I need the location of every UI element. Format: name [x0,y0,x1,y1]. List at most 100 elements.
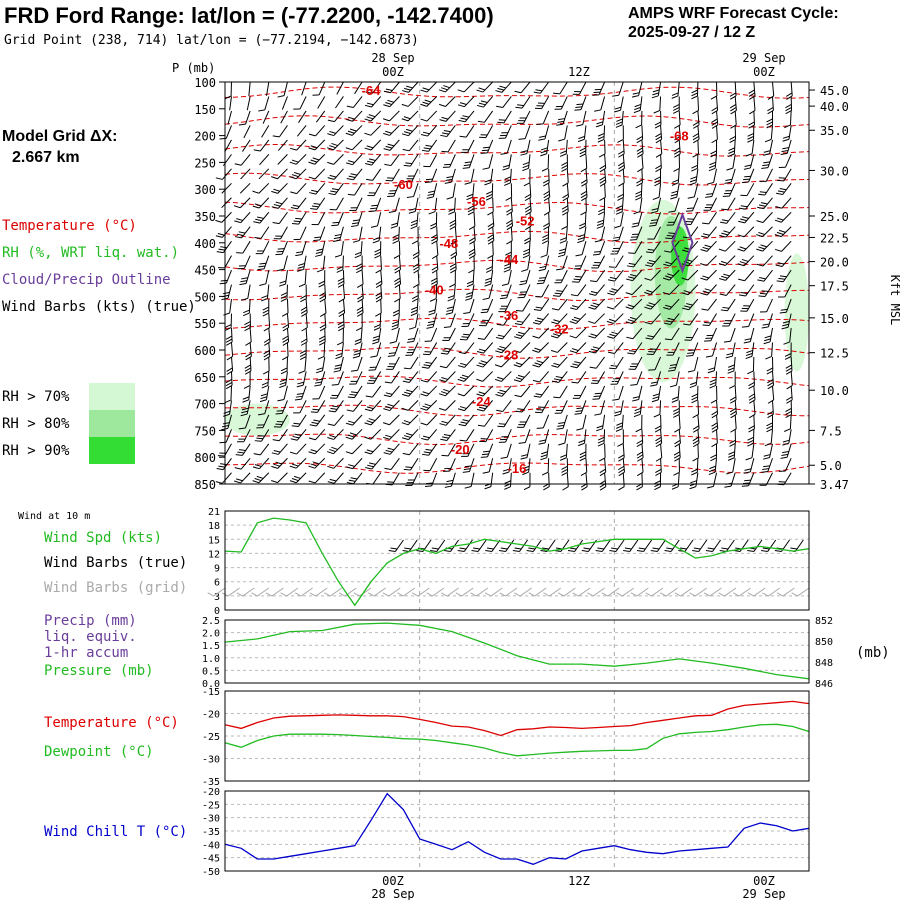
barb-feather [594,88,602,91]
barb-feather [592,94,600,96]
barb-feather [258,109,265,112]
barb-staff [782,269,792,283]
barb-feather [272,135,280,138]
barb-feather [442,132,449,135]
barb-staff [788,429,792,444]
precip-pressure-frame [224,619,810,684]
barb-feather [445,178,453,182]
barb-feather [332,221,340,224]
upper-wind-barb-354 [468,241,476,260]
barb-staff [505,429,512,443]
barb-feather [384,467,392,471]
upper-wind-barb-406 [279,270,288,287]
barb-staff [380,284,383,299]
upper-wind-barb-279 [215,211,232,223]
barb-staff [706,269,717,281]
barb-feather [718,248,726,252]
upper-wind-barb-84 [635,110,643,129]
barb-feather [606,320,614,324]
barb-staff [342,270,345,285]
barb-feather [459,338,467,341]
upper-wind-barb-669 [553,385,568,399]
barb-staff [452,183,456,198]
barb-feather [579,153,586,158]
barb-staff [354,183,363,196]
barb-feather [234,236,242,239]
barb-staff [581,241,587,255]
barb-feather [737,248,745,252]
barb-feather [748,393,755,398]
barb-feather [275,253,283,256]
barb-feather [709,164,716,169]
barb-staff [560,269,568,283]
temperature-label-10: -28 [499,347,518,362]
barb-staff [548,168,550,183]
upper-wind-barb-72 [401,110,419,122]
barb-feather [654,124,662,129]
upper-wind-barb-347 [334,241,344,258]
upper-wind-barb-596 [350,356,363,372]
barb-feather [391,324,399,328]
barb-feather [745,355,753,360]
upper-wind-barb-481 [516,298,531,312]
barb-staff [595,356,606,369]
barb-feather [514,90,522,94]
upper-wind-barb-590 [244,356,252,375]
barb-feather [518,424,526,426]
barb-feather [667,221,675,223]
barb-feather [607,351,615,354]
upper-wind-barb-545 [550,327,568,339]
barb-feather [353,592,360,597]
upper-wind-barb-273 [685,197,699,212]
barb-staff [436,539,446,552]
barb-staff [613,313,624,324]
upper-wind-barb-319 [392,226,400,244]
barb-staff [473,212,476,227]
barb-feather [614,106,622,110]
barb-feather [500,294,508,297]
barb-staff [265,270,270,284]
barb-feather [293,422,301,425]
barb-feather [253,453,261,456]
barb-staff [751,342,755,357]
upper-wind-barb-8 [365,81,382,94]
upper-wind-barb-40 [383,96,400,108]
barb-feather [446,479,454,483]
upper-wind-barb-154 [780,139,792,156]
barb-feather [721,547,729,550]
barb-feather [500,438,507,441]
barb-feather [597,442,605,447]
barb-staff [334,400,344,413]
barb-feather [407,340,414,343]
barb-feather [730,107,737,112]
upper-wind-barb-403 [219,269,232,285]
barb-staff [695,168,699,183]
barb-feather [763,454,771,457]
upper-wind-barb-656 [312,385,326,400]
barb-staff [725,269,736,281]
barb-feather [592,346,600,349]
upper-wind-barb-313 [273,226,288,240]
barb-staff [539,81,550,94]
barb-staff [789,414,792,429]
barb-staff [414,197,419,212]
barb-feather [238,427,246,430]
barb-feather [551,308,559,311]
barb-feather [478,391,486,395]
barb-feather [392,312,400,317]
upper-wind-barb-562 [299,342,307,360]
barb-feather [387,195,394,198]
upper-wind-barb-76 [477,110,494,123]
upper-wind-barb-831 [691,458,699,476]
surface-barb-grid [747,587,766,597]
upper-wind-barb-135 [421,139,438,152]
barb-feather [631,225,639,228]
barb-feather [763,153,770,156]
barb-feather [520,153,528,156]
upper-wind-barb-299 [596,212,606,229]
barb-feather [596,428,603,432]
barb-feather [673,471,680,476]
upper-wind-barb-464 [778,284,792,298]
barb-feather [273,238,281,240]
